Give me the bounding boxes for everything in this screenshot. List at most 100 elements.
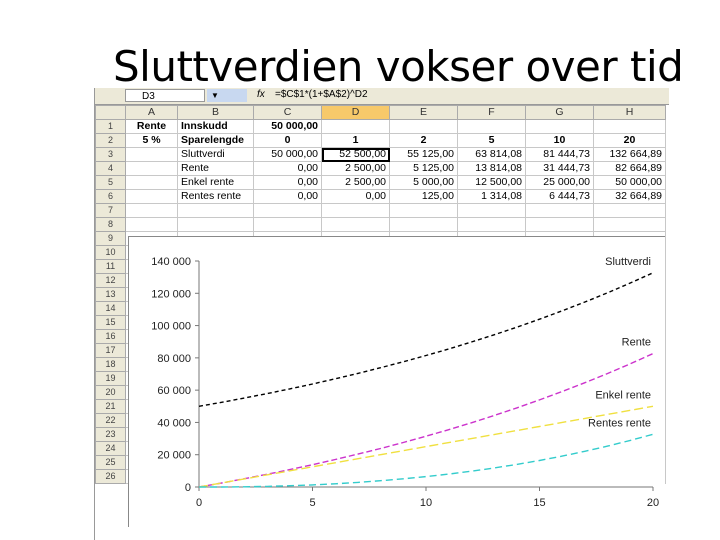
column-header-d[interactable]: D — [321, 105, 390, 120]
cell[interactable] — [593, 203, 666, 218]
cell[interactable]: 0,00 — [253, 161, 322, 176]
row-header[interactable]: 3 — [95, 147, 126, 162]
cell[interactable]: 1 — [321, 133, 390, 148]
row-header[interactable]: 9 — [95, 231, 126, 246]
cell[interactable]: 82 664,89 — [593, 161, 666, 176]
line-chart[interactable]: 0 20 000 40 000 60 000 80 000 100 000 120 000 1… — [128, 236, 665, 527]
cell[interactable]: 0 — [253, 133, 322, 148]
row-header[interactable]: 2 — [95, 133, 126, 148]
cell[interactable]: 25 000,00 — [525, 175, 594, 190]
cell[interactable] — [125, 161, 178, 176]
cell[interactable] — [457, 119, 526, 134]
row-header[interactable]: 20 — [95, 385, 126, 400]
cell[interactable] — [525, 203, 594, 218]
cell[interactable] — [457, 203, 526, 218]
cell[interactable] — [389, 119, 458, 134]
name-box[interactable]: D3 — [125, 89, 205, 102]
cell[interactable]: Rentes rente — [177, 189, 254, 204]
row-header[interactable]: 22 — [95, 413, 126, 428]
row-header[interactable]: 1 — [95, 119, 126, 134]
row-header[interactable]: 18 — [95, 357, 126, 372]
row-header[interactable]: 25 — [95, 455, 126, 470]
row-header[interactable]: 23 — [95, 427, 126, 442]
cell[interactable] — [253, 203, 322, 218]
cell[interactable]: 31 444,73 — [525, 161, 594, 176]
cell[interactable]: 10 — [525, 133, 594, 148]
cell[interactable]: 6 444,73 — [525, 189, 594, 204]
select-all-corner[interactable] — [95, 105, 126, 120]
column-header-f[interactable]: F — [457, 105, 526, 120]
row-header[interactable]: 15 — [95, 315, 126, 330]
row-header[interactable]: 21 — [95, 399, 126, 414]
column-header-g[interactable]: G — [525, 105, 594, 120]
cell[interactable] — [177, 217, 254, 232]
cell[interactable]: 0,00 — [321, 189, 390, 204]
row-header[interactable]: 19 — [95, 371, 126, 386]
cell[interactable]: 2 — [389, 133, 458, 148]
row-header[interactable]: 5 — [95, 175, 126, 190]
row-header[interactable]: 24 — [95, 441, 126, 456]
column-header-e[interactable]: E — [389, 105, 458, 120]
cell[interactable] — [321, 119, 390, 134]
cell[interactable]: 50 000,00 — [253, 147, 322, 162]
cell[interactable] — [321, 203, 390, 218]
cell[interactable]: 132 664,89 — [593, 147, 666, 162]
cell[interactable] — [125, 175, 178, 190]
cell[interactable]: Sparelengde — [177, 133, 254, 148]
cell[interactable] — [125, 217, 178, 232]
cell[interactable]: 12 500,00 — [457, 175, 526, 190]
cell[interactable]: 5 — [457, 133, 526, 148]
row-header[interactable]: 13 — [95, 287, 126, 302]
column-header-b[interactable]: B — [177, 105, 254, 120]
cell[interactable] — [125, 147, 178, 162]
cell[interactable] — [253, 217, 322, 232]
row-header[interactable]: 17 — [95, 343, 126, 358]
cell[interactable]: 5 % — [125, 133, 178, 148]
cell[interactable]: Rente — [125, 119, 178, 134]
cell[interactable]: 2 500,00 — [321, 175, 390, 190]
cell[interactable]: 55 125,00 — [389, 147, 458, 162]
cell[interactable]: 13 814,08 — [457, 161, 526, 176]
cell[interactable]: Enkel rente — [177, 175, 254, 190]
cell[interactable] — [125, 189, 178, 204]
row-header[interactable]: 11 — [95, 259, 126, 274]
cell[interactable]: 0,00 — [253, 189, 322, 204]
cell[interactable]: Innskudd — [177, 119, 254, 134]
cell[interactable]: 81 444,73 — [525, 147, 594, 162]
row-header[interactable]: 14 — [95, 301, 126, 316]
column-header-c[interactable]: C — [253, 105, 322, 120]
row-header[interactable]: 8 — [95, 217, 126, 232]
row-header[interactable]: 6 — [95, 189, 126, 204]
row-header[interactable]: 7 — [95, 203, 126, 218]
cell[interactable] — [457, 217, 526, 232]
cell[interactable]: 63 814,08 — [457, 147, 526, 162]
cell[interactable] — [593, 119, 666, 134]
cell[interactable]: Sluttverdi — [177, 147, 254, 162]
cell[interactable]: 50 000,00 — [253, 119, 322, 134]
row-header[interactable]: 12 — [95, 273, 126, 288]
cell[interactable] — [177, 203, 254, 218]
cell[interactable]: 50 000,00 — [593, 175, 666, 190]
column-header-h[interactable]: H — [593, 105, 666, 120]
cell[interactable] — [525, 119, 594, 134]
cell[interactable]: 20 — [593, 133, 666, 148]
cell[interactable] — [593, 217, 666, 232]
cell[interactable]: 2 500,00 — [321, 161, 390, 176]
cell[interactable] — [389, 217, 458, 232]
column-header-a[interactable]: A — [125, 105, 178, 120]
cell[interactable]: 52 500,00 — [321, 147, 390, 162]
cell[interactable] — [125, 203, 178, 218]
cell[interactable]: 1 314,08 — [457, 189, 526, 204]
row-header[interactable]: 26 — [95, 469, 126, 484]
row-header[interactable]: 4 — [95, 161, 126, 176]
formula-input[interactable]: =$C$1*(1+$A$2)^D2 — [275, 89, 368, 100]
cell[interactable]: 5 125,00 — [389, 161, 458, 176]
row-header[interactable]: 16 — [95, 329, 126, 344]
cell[interactable] — [321, 217, 390, 232]
cell[interactable]: 125,00 — [389, 189, 458, 204]
row-header[interactable]: 10 — [95, 245, 126, 260]
cell[interactable] — [525, 217, 594, 232]
name-box-dropdown-icon[interactable]: ▼ — [207, 89, 247, 102]
cell[interactable]: 0,00 — [253, 175, 322, 190]
cell[interactable]: 5 000,00 — [389, 175, 458, 190]
